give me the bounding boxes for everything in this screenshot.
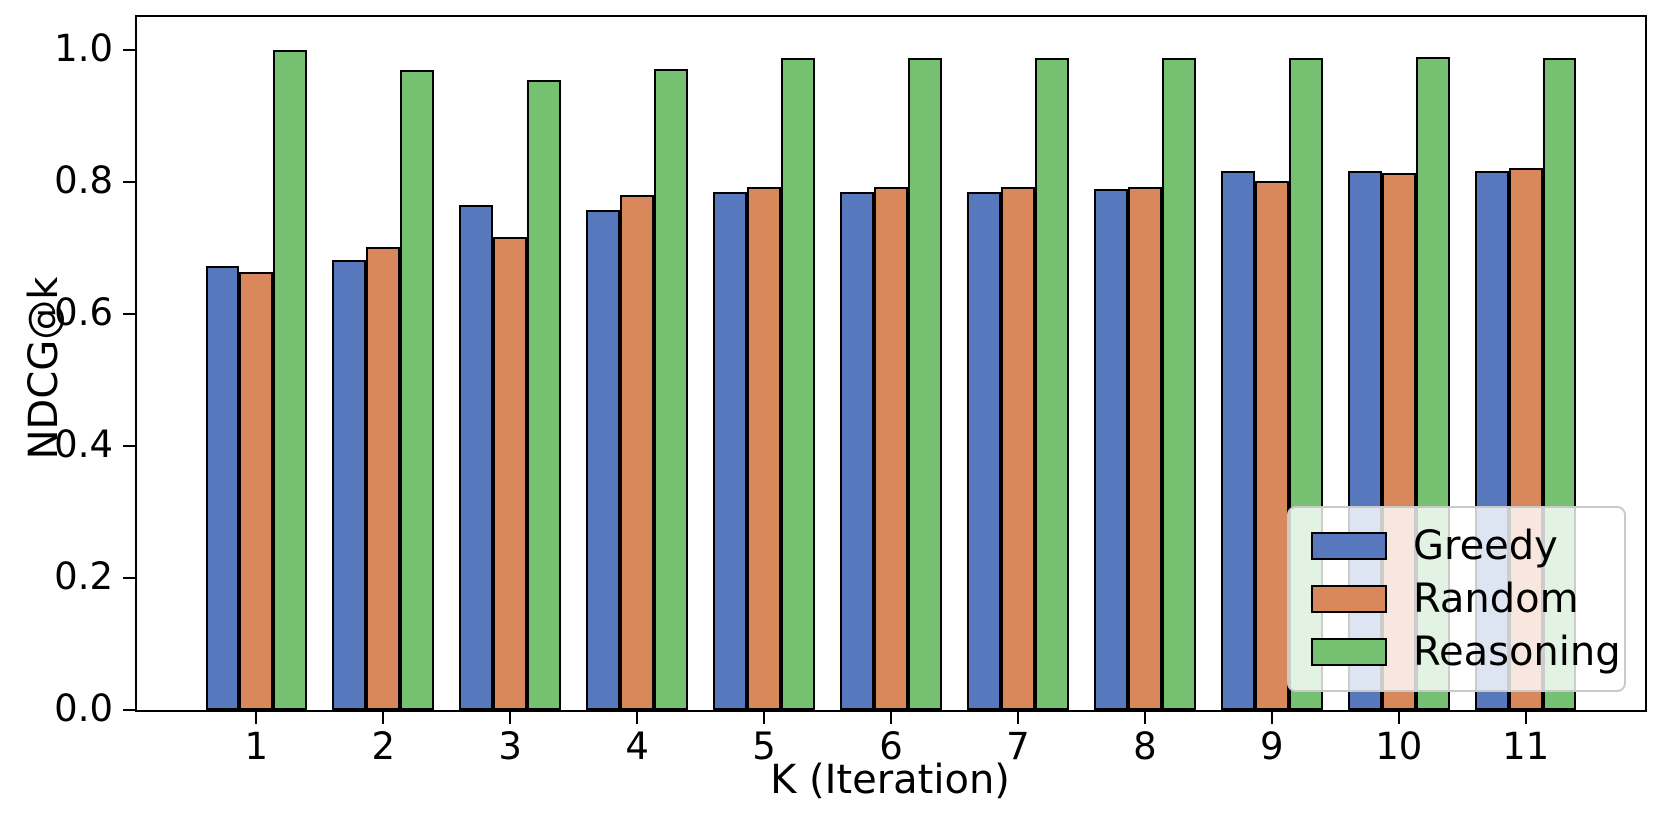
bar-reasoning-k4 bbox=[654, 69, 688, 710]
legend-item-reasoning: Reasoning bbox=[1311, 629, 1621, 675]
y-tick bbox=[123, 445, 135, 447]
x-axis-label: K (Iteration) bbox=[770, 757, 1010, 803]
bar-random-k5 bbox=[747, 187, 781, 710]
bar-greedy-k6 bbox=[840, 191, 875, 710]
bar-greedy-k4 bbox=[586, 209, 621, 710]
x-tick-label: 1 bbox=[244, 725, 269, 768]
y-tick-label: 0.2 bbox=[54, 555, 113, 599]
x-tick bbox=[1397, 712, 1400, 724]
bar-greedy-k7 bbox=[967, 191, 1001, 710]
y-tick-label: 1.0 bbox=[54, 27, 113, 71]
x-tick bbox=[1016, 712, 1019, 724]
bar-greedy-k8 bbox=[1094, 188, 1128, 710]
y-tick-label: 0.6 bbox=[54, 291, 113, 335]
x-tick bbox=[509, 712, 512, 724]
y-tick bbox=[123, 49, 135, 51]
bar-reasoning-k8 bbox=[1161, 57, 1196, 710]
x-tick bbox=[1524, 712, 1527, 724]
legend-swatch-greedy bbox=[1311, 532, 1387, 560]
legend-swatch-random bbox=[1311, 585, 1387, 613]
x-tick-label: 2 bbox=[371, 725, 396, 768]
x-tick bbox=[763, 712, 766, 724]
x-tick-label: 9 bbox=[1260, 725, 1284, 768]
bar-random-k6 bbox=[874, 187, 908, 710]
x-tick bbox=[1270, 712, 1273, 724]
legend-label-reasoning: Reasoning bbox=[1413, 629, 1621, 675]
x-tick bbox=[636, 712, 639, 724]
bar-reasoning-k3 bbox=[527, 80, 561, 710]
bar-greedy-k3 bbox=[459, 205, 494, 710]
x-tick bbox=[1143, 712, 1146, 724]
bar-reasoning-k1 bbox=[273, 50, 308, 710]
legend: Greedy Random Reasoning bbox=[1287, 506, 1626, 692]
y-tick bbox=[123, 181, 135, 183]
y-tick bbox=[123, 313, 135, 315]
ticks-layer: 1 2 3 4 5 6 7 8 9 10 11 0.0 0.2 0.4 0.6 0.8 1.0 bbox=[54, 17, 1645, 765]
plot-area: 1 2 3 4 5 6 7 8 9 10 11 0.0 0.2 0.4 0.6 0.8 1.0 Greedy Ra… bbox=[54, 15, 1647, 765]
y-tick bbox=[123, 709, 135, 711]
x-tick-label: 5 bbox=[752, 725, 776, 768]
x-tick bbox=[382, 712, 385, 724]
bar-greedy-k2 bbox=[332, 259, 367, 710]
bar-reasoning-k7 bbox=[1034, 57, 1069, 710]
y-tick-label: 0.0 bbox=[54, 687, 113, 731]
x-tick-label: 8 bbox=[1133, 725, 1157, 768]
legend-label-random: Random bbox=[1413, 576, 1579, 622]
x-tick-label: 10 bbox=[1375, 725, 1423, 768]
y-axis-label: NDCG@k bbox=[21, 276, 67, 460]
bar-random-k4 bbox=[620, 195, 655, 710]
bar-random-k9 bbox=[1254, 180, 1289, 710]
bar-greedy-k5 bbox=[713, 191, 748, 710]
bar-reasoning-k2 bbox=[400, 70, 435, 710]
x-tick-label: 7 bbox=[1006, 725, 1030, 768]
bar-greedy-k1 bbox=[205, 266, 240, 710]
legend-item-greedy: Greedy bbox=[1311, 523, 1602, 569]
bar-random-k7 bbox=[1001, 187, 1035, 710]
legend-item-random: Random bbox=[1311, 576, 1602, 622]
y-tick bbox=[123, 577, 135, 579]
x-tick-label: 4 bbox=[625, 725, 649, 768]
bar-random-k8 bbox=[1127, 186, 1162, 710]
x-tick-label: 6 bbox=[879, 725, 903, 768]
bar-reasoning-k6 bbox=[907, 57, 942, 710]
legend-swatch-reasoning bbox=[1311, 638, 1387, 666]
legend-label-greedy: Greedy bbox=[1413, 523, 1558, 569]
bar-random-k2 bbox=[366, 247, 401, 710]
bar-greedy-k9 bbox=[1221, 171, 1255, 710]
bar-random-k1 bbox=[239, 271, 274, 710]
bar-random-k3 bbox=[493, 236, 528, 710]
x-tick bbox=[890, 712, 892, 724]
x-tick-label: 11 bbox=[1502, 725, 1550, 768]
y-tick-label: 0.8 bbox=[54, 159, 113, 203]
y-tick-label: 0.4 bbox=[54, 423, 113, 467]
x-tick bbox=[255, 712, 258, 724]
bar-reasoning-k5 bbox=[780, 57, 815, 710]
x-tick-label: 3 bbox=[498, 725, 522, 768]
